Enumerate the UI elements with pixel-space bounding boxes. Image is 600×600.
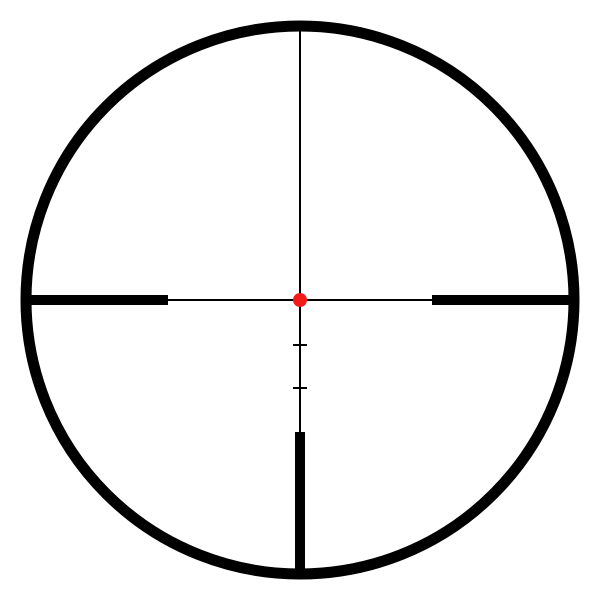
reticle-diagram xyxy=(0,0,600,600)
center-dot xyxy=(293,293,307,307)
